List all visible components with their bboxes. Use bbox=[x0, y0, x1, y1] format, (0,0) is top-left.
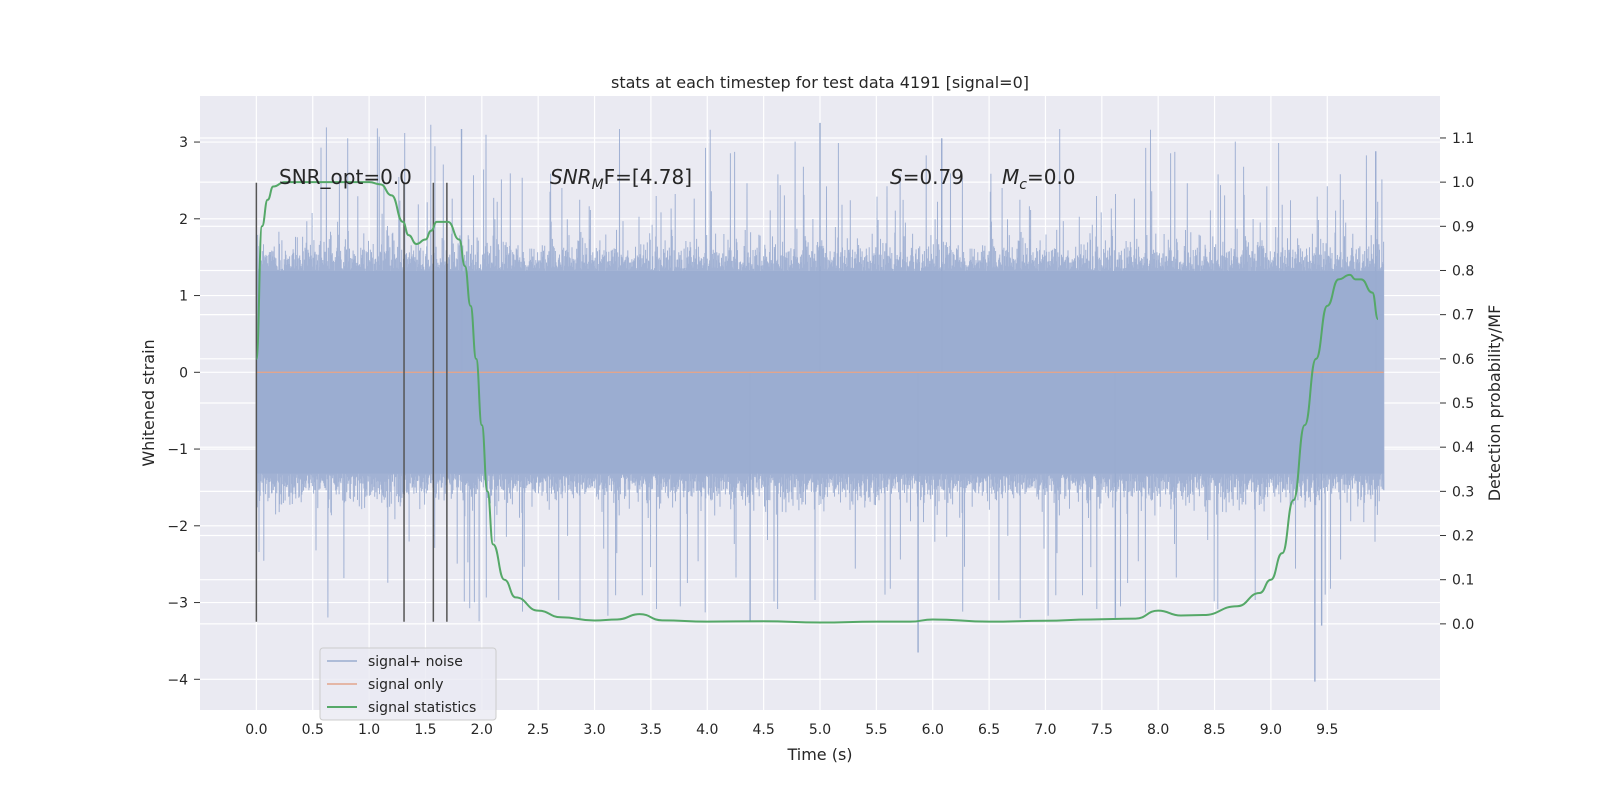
signal-statistics-line bbox=[255, 181, 1379, 624]
x-tick-label: 4.0 bbox=[696, 722, 718, 738]
x-tick-label: 8.0 bbox=[1147, 722, 1169, 738]
annotation-s: S=0.79 bbox=[890, 165, 964, 189]
legend-label-signal-only: signal only bbox=[368, 677, 443, 693]
x-tick-label: 8.5 bbox=[1203, 722, 1225, 738]
x-tick-label: 6.5 bbox=[978, 722, 1000, 738]
y-tick-label: −1 bbox=[167, 442, 188, 458]
x-tick-label: 1.5 bbox=[414, 722, 436, 738]
legend-label-signal-statistics: signal statistics bbox=[368, 700, 476, 716]
annotation-snr-opt: SNR_opt=0.0 bbox=[279, 165, 412, 189]
x-tick-label: 6.0 bbox=[922, 722, 944, 738]
y-tick-label: −2 bbox=[167, 519, 188, 535]
y2-tick-label: 0.6 bbox=[1452, 352, 1474, 368]
s-var: S bbox=[890, 165, 903, 189]
legend-label-signal-noise: signal+ noise bbox=[368, 654, 463, 670]
y2-tick-label: 0.3 bbox=[1452, 484, 1474, 500]
y-tick-label: −4 bbox=[167, 672, 188, 688]
y-axis-ticks: 3 2 1 0 −1 −2 −3 −4 bbox=[167, 135, 200, 688]
x-tick-label: 2.0 bbox=[471, 722, 493, 738]
snr-mf-sub: M bbox=[592, 177, 604, 193]
annotation-mc: Mc=0.0 bbox=[1002, 165, 1076, 193]
x-axis-ticks: 0.0 0.5 1.0 1.5 2.0 2.5 3.0 3.5 4.0 4.5 5.0 5.5 6.0 6… bbox=[245, 722, 1338, 738]
y2-tick-label: 0.4 bbox=[1452, 440, 1474, 456]
marker-lines bbox=[255, 182, 448, 622]
y2-tick-label: 0.8 bbox=[1452, 263, 1474, 279]
x-tick-label: 0.5 bbox=[302, 722, 324, 738]
snr-mf-rest: F=[4.78] bbox=[604, 165, 692, 189]
y2-tick-label: 0.9 bbox=[1452, 219, 1474, 235]
y2-tick-label: 1.1 bbox=[1452, 131, 1474, 147]
chart-title: stats at each timestep for test data 419… bbox=[611, 73, 1029, 92]
y-tick-label: 2 bbox=[179, 212, 188, 228]
x-tick-label: 4.5 bbox=[753, 722, 775, 738]
s-rest: =0.79 bbox=[903, 165, 964, 189]
x-tick-label: 2.5 bbox=[527, 722, 549, 738]
annotation-snr-mf: SNRMF=[4.78] bbox=[550, 165, 692, 193]
y2-tick-label: 0.1 bbox=[1452, 573, 1474, 589]
x-tick-label: 5.0 bbox=[809, 722, 831, 738]
y-tick-label: 1 bbox=[179, 289, 188, 305]
x-tick-label: 7.0 bbox=[1034, 722, 1056, 738]
mc-var: M bbox=[1002, 165, 1019, 189]
x-tick-label: 0.0 bbox=[245, 722, 267, 738]
series-signal-statistics bbox=[255, 181, 1379, 624]
y-axis-label: Whitened strain bbox=[139, 339, 158, 466]
x-tick-label: 1.0 bbox=[358, 722, 380, 738]
y2-tick-label: 0.5 bbox=[1452, 396, 1474, 412]
x-tick-label: 9.5 bbox=[1316, 722, 1338, 738]
x-axis-label: Time (s) bbox=[786, 745, 852, 764]
x-tick-label: 5.5 bbox=[865, 722, 887, 738]
legend-box bbox=[319, 647, 497, 721]
x-tick-label: 9.0 bbox=[1260, 722, 1282, 738]
y2-tick-label: 0.7 bbox=[1452, 308, 1474, 324]
y2-axis-ticks: 1.1 1.0 0.9 0.8 0.7 0.6 0.5 0.4 0.3 0.2 0.1 0.0 bbox=[1440, 131, 1474, 633]
y2-tick-label: 0.0 bbox=[1452, 617, 1474, 633]
y-tick-label: −3 bbox=[167, 596, 188, 612]
snr-mf-base: SNR bbox=[550, 165, 592, 189]
mc-sub: c bbox=[1019, 177, 1027, 193]
y2-axis-label: Detection probability/MF bbox=[1485, 305, 1504, 502]
x-tick-label: 3.5 bbox=[640, 722, 662, 738]
y2-tick-label: 0.2 bbox=[1452, 529, 1474, 545]
x-tick-label: 7.5 bbox=[1091, 722, 1113, 738]
legend: signal+ noise signal only signal statist… bbox=[319, 647, 497, 721]
y-tick-label: 3 bbox=[179, 135, 188, 151]
x-tick-label: 3.0 bbox=[583, 722, 605, 738]
y-tick-label: 0 bbox=[179, 365, 188, 381]
mc-rest: =0.0 bbox=[1027, 165, 1076, 189]
y2-tick-label: 1.0 bbox=[1452, 175, 1474, 191]
